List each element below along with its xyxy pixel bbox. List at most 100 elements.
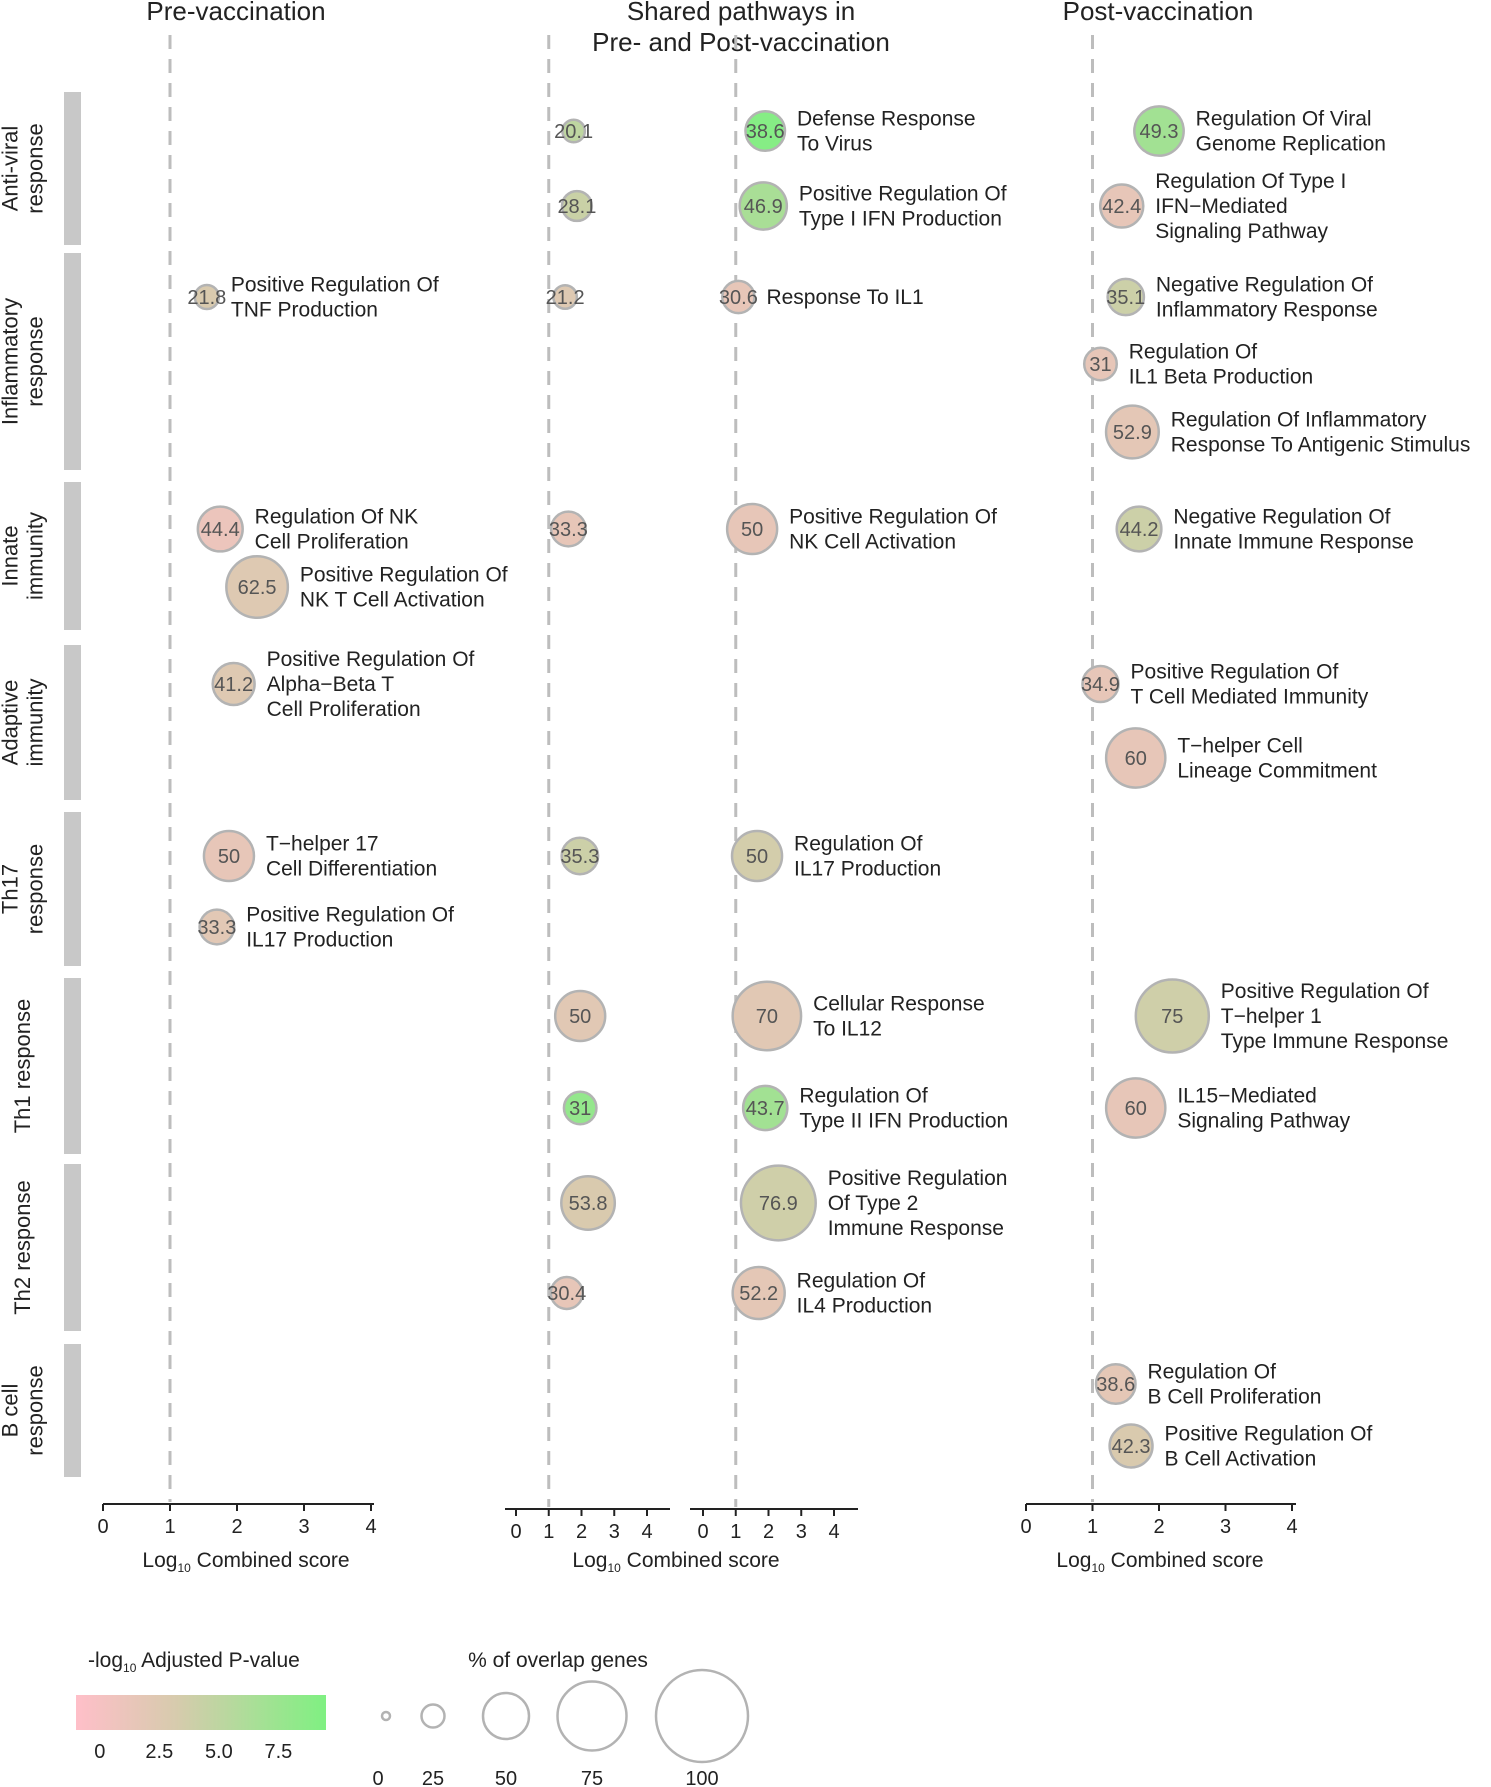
bubble — [1094, 1362, 1137, 1406]
bubble-value: 76.9 — [759, 1193, 798, 1215]
bubble-value: 34.9 — [1081, 674, 1120, 696]
size-legend-circle — [556, 1680, 628, 1752]
bubble-value: 46.9 — [744, 196, 783, 218]
pathway-label: Regulation Of — [1148, 1361, 1277, 1384]
size-legend-label: 50 — [495, 1768, 517, 1787]
x-axis-label: Log10 Combined score — [572, 1549, 779, 1575]
pathway-label: Of Type 2 — [828, 1192, 919, 1215]
bubble — [560, 836, 600, 876]
category-label: Anti-viral response — [0, 123, 48, 214]
pathway-label: Regulation Of — [1129, 341, 1258, 364]
bubble-value: 33.3 — [549, 519, 588, 541]
x-tick-label: 3 — [1220, 1516, 1231, 1538]
x-tick-label: 0 — [510, 1521, 521, 1543]
x-tick-label: 0 — [97, 1516, 108, 1538]
color-legend-title: -log10 Adjusted P-value — [88, 1649, 300, 1675]
bubble — [225, 555, 290, 619]
bubble — [1115, 505, 1163, 553]
bubble — [552, 283, 579, 311]
category-label-line: Th17 — [0, 864, 23, 914]
bubble-value: 53.8 — [569, 1193, 608, 1215]
pathway-label: Response To IL1 — [766, 286, 923, 309]
pathway-label: IL17 Production — [246, 929, 393, 952]
size-legend-label: 0 — [372, 1768, 383, 1787]
category-label-line: Th2 response — [10, 1180, 35, 1315]
pathway-label: Innate Immune Response — [1173, 531, 1413, 554]
pathway-label: Positive Regulation Of — [246, 904, 454, 927]
x-tick-label: 2 — [1153, 1516, 1164, 1538]
pathway-label: Cell Proliferation — [267, 698, 421, 721]
pathway-label: Cellular Response — [813, 993, 985, 1016]
pathway-label: Regulation Of — [799, 1085, 928, 1108]
x-tick-label: 4 — [365, 1516, 376, 1538]
pathway-label: Regulation Of Viral — [1196, 108, 1372, 131]
bubble — [211, 661, 256, 707]
category-label: Th17 response — [0, 844, 48, 935]
category-label: B cell response — [0, 1365, 48, 1456]
x-tick-label: 4 — [641, 1521, 652, 1543]
bubble — [562, 1090, 598, 1126]
color-legend-bar — [76, 1695, 326, 1730]
pathway-label: Negative Regulation Of — [1173, 506, 1390, 529]
x-tick-label: 2 — [763, 1521, 774, 1543]
pathway-label: Regulation Of — [797, 1270, 926, 1293]
pathway-label: Type II IFN Production — [799, 1110, 1008, 1133]
bubble — [731, 980, 803, 1052]
bubble — [725, 502, 779, 556]
pathway-label: T−helper 17 — [266, 833, 379, 856]
bubble-value: 42.3 — [1112, 1436, 1151, 1458]
bubble-value: 50 — [746, 846, 768, 868]
pathway-label: Positive Regulation Of — [789, 506, 997, 529]
pathway-label: Lineage Commitment — [1177, 760, 1377, 783]
x-tick-label: 2 — [576, 1521, 587, 1543]
pathway-label: Alpha−Beta T — [267, 673, 395, 696]
bubble-value: 49.3 — [1140, 121, 1179, 143]
bubble — [549, 1275, 584, 1311]
x-tick-label: 1 — [543, 1521, 554, 1543]
pathway-label: IL15−Mediated — [1177, 1085, 1317, 1108]
bubble-value: 50 — [218, 846, 240, 868]
bubble-value: 30.4 — [547, 1283, 586, 1305]
pathway-label: IL17 Production — [794, 858, 941, 881]
pathway-label: Positive Regulation Of — [231, 274, 439, 297]
bubble — [1106, 277, 1146, 317]
bubble-value: 52.2 — [739, 1283, 778, 1305]
color-legend-tick: 7.5 — [264, 1741, 292, 1763]
x-tick-label: 3 — [609, 1521, 620, 1543]
bubble — [731, 1265, 786, 1321]
pathway-label: Type I IFN Production — [799, 208, 1002, 231]
pathway-label: Positive Regulation Of — [1221, 980, 1429, 1003]
bubble — [739, 1164, 817, 1242]
category-bar — [64, 92, 81, 245]
category-bar — [64, 645, 81, 800]
bubble — [193, 283, 221, 311]
category-label-line: response — [23, 123, 48, 214]
bubble — [196, 505, 244, 553]
category-bar — [64, 978, 81, 1154]
category-bar — [64, 1344, 81, 1477]
pathway-label: Positive Regulation — [828, 1167, 1008, 1190]
size-legend-circle — [420, 1703, 446, 1729]
x-tick-label: 3 — [298, 1516, 309, 1538]
bubble-value: 38.6 — [1096, 1374, 1135, 1396]
x-tick-label: 0 — [1020, 1516, 1031, 1538]
pathway-label: B Cell Activation — [1165, 1448, 1317, 1471]
category-label: Adaptive immunity — [0, 678, 48, 766]
color-legend-tick: 0 — [94, 1741, 105, 1763]
x-tick-label: 0 — [697, 1521, 708, 1543]
category-label: Th1 response — [10, 999, 35, 1134]
bubble — [1099, 183, 1145, 229]
category-label-line: response — [23, 316, 48, 407]
bubble — [560, 1175, 617, 1231]
panel-title: Pre- and Post-vaccination — [592, 27, 890, 57]
bubble-value: 21.8 — [187, 287, 226, 309]
bubble — [730, 829, 784, 883]
bubble-value: 41.2 — [214, 674, 253, 696]
x-tick-label: 1 — [1087, 1516, 1098, 1538]
category-label-line: Th1 response — [10, 999, 35, 1134]
bubble — [1082, 346, 1118, 382]
size-legend-circle — [654, 1668, 750, 1764]
category-bar — [64, 482, 81, 630]
category-label-line: response — [23, 844, 48, 935]
